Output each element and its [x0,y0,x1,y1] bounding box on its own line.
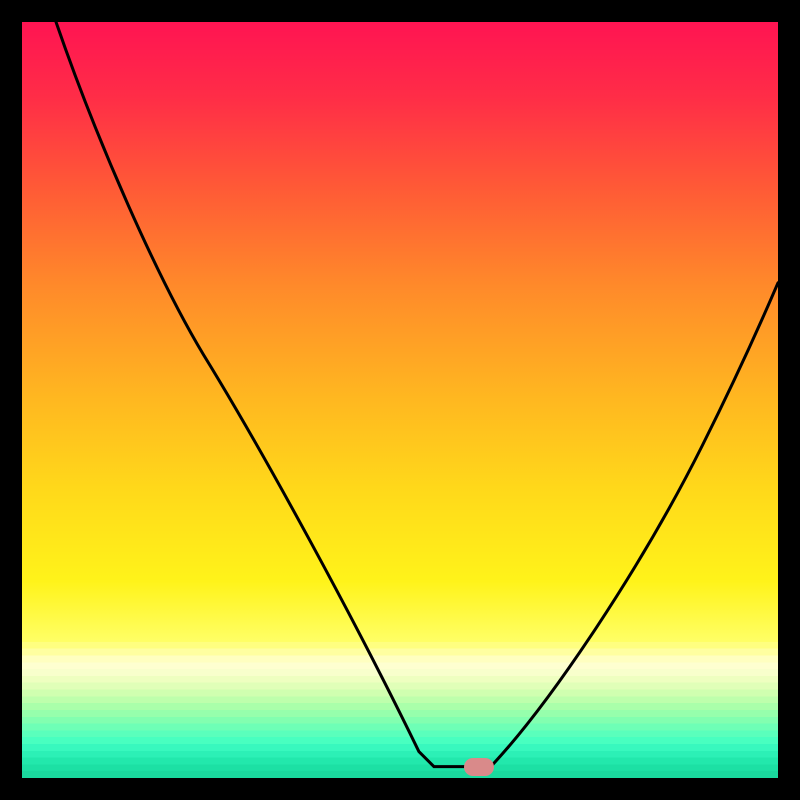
frame-border-top [0,0,800,22]
frame-border-bottom [0,778,800,800]
frame-border-right [778,0,800,800]
bottleneck-marker [464,758,494,776]
bottleneck-curve [22,22,778,778]
frame-border-left [0,0,22,800]
